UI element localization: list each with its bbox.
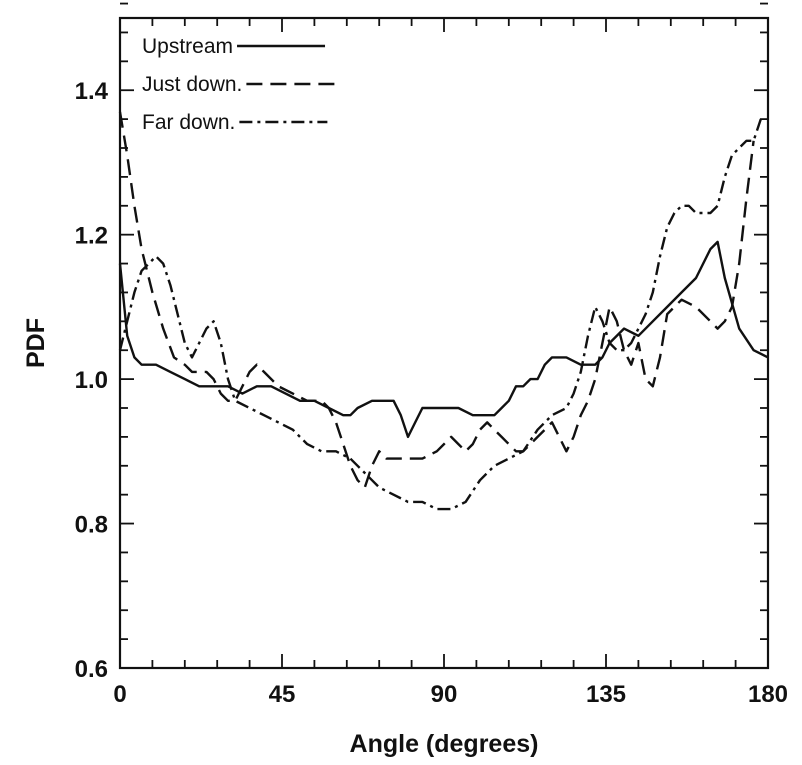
series-lines xyxy=(118,111,769,511)
legend: Upstream Just down. Far down. xyxy=(142,35,335,134)
y-tick-label: 1.4 xyxy=(75,78,109,105)
y-axis-title: PDF xyxy=(22,318,50,368)
series-upstream xyxy=(118,240,769,439)
legend-label-far-down: Far down. xyxy=(142,111,235,134)
legend-label-upstream: Upstream xyxy=(142,35,233,58)
series-far-down xyxy=(118,118,762,511)
plot-frame xyxy=(118,16,770,670)
y-tick-label: 1.2 xyxy=(75,223,108,250)
x-tick-label: 135 xyxy=(586,681,626,708)
x-tick-label: 45 xyxy=(269,681,296,708)
series-just-down xyxy=(118,111,755,489)
legend-label-just-down: Just down. xyxy=(142,73,242,96)
tick-labels: 0 45 90 135 180 0.6 0.8 1.0 1.2 1.4 xyxy=(75,78,788,708)
x-tick-label: 90 xyxy=(431,681,458,708)
axis-ticks xyxy=(119,2,769,669)
y-tick-label: 0.6 xyxy=(75,656,108,683)
y-tick-label: 0.8 xyxy=(75,512,108,539)
x-tick-label: 0 xyxy=(113,681,126,708)
y-tick-label: 1.0 xyxy=(75,367,108,394)
x-axis-title: Angle (degrees) xyxy=(350,730,539,758)
x-tick-label: 180 xyxy=(748,681,788,708)
